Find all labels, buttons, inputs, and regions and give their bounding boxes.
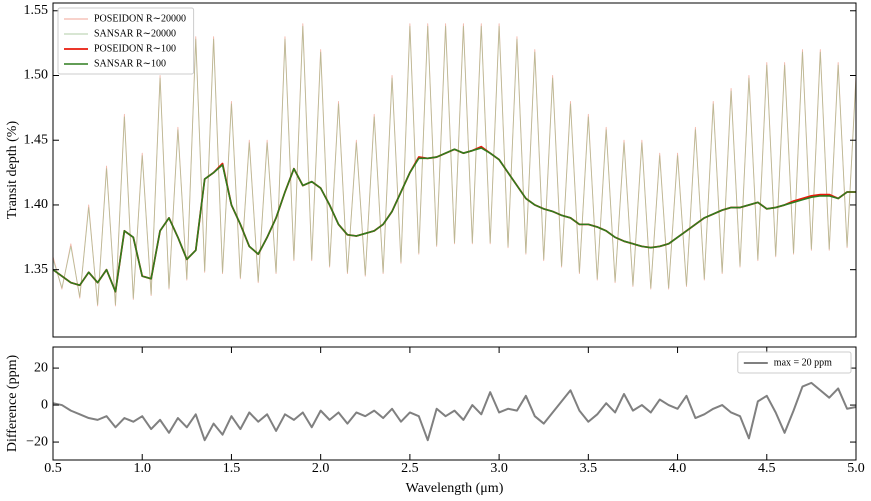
legend: POSEIDON R∼20000 SANSAR R∼20000 POSEIDON R…: [57, 7, 195, 75]
legend-label: SANSAR R∼20000: [94, 28, 176, 39]
legend-label: SANSAR R∼100: [94, 58, 166, 69]
series-line: [53, 147, 856, 293]
plot-frame: [52, 346, 857, 461]
y-tick-label: 0: [41, 397, 48, 412]
y-tick-label: 20: [34, 360, 48, 375]
y-axis-label: Transit depth (%): [5, 121, 20, 220]
x-tick-label: 1.0: [133, 461, 151, 476]
legend-box: [57, 7, 195, 75]
x-tick-label: 1.5: [223, 461, 241, 476]
series-line: [53, 23, 856, 307]
x-tick-label: 2.5: [401, 461, 419, 476]
y-tick-label: 1.55: [24, 3, 49, 18]
legend-label: max = 20 ppm: [774, 357, 832, 368]
plot-frame: [52, 2, 857, 338]
legend-box: [737, 351, 852, 374]
x-tick-label: 5.0: [847, 461, 865, 476]
series-line: [53, 381, 856, 442]
x-tick-label: 4.5: [758, 461, 776, 476]
y-tick-label: 1.40: [24, 197, 49, 212]
x-axis-label: Wavelength (μm): [406, 481, 504, 496]
x-tick-label: 4.0: [669, 461, 687, 476]
series-line: [53, 25, 856, 306]
x-tick-label: 3.0: [490, 461, 508, 476]
x-tick-label: 0.5: [44, 461, 62, 476]
legend-label: POSEIDON R∼20000: [94, 13, 186, 24]
y-axis-label: Difference (ppm): [5, 355, 20, 453]
x-tick-label: 3.5: [580, 461, 598, 476]
y-tick-label: 1.50: [24, 68, 49, 83]
y-tick-label: 1.45: [24, 132, 49, 147]
x-tick-label: 2.0: [312, 461, 330, 476]
legend-label: POSEIDON R∼100: [94, 43, 176, 54]
series-line: [53, 145, 856, 293]
y-tick-label: 1.35: [24, 262, 49, 277]
y-tick-label: −20: [26, 434, 48, 449]
legend: max = 20 ppm: [737, 351, 852, 374]
